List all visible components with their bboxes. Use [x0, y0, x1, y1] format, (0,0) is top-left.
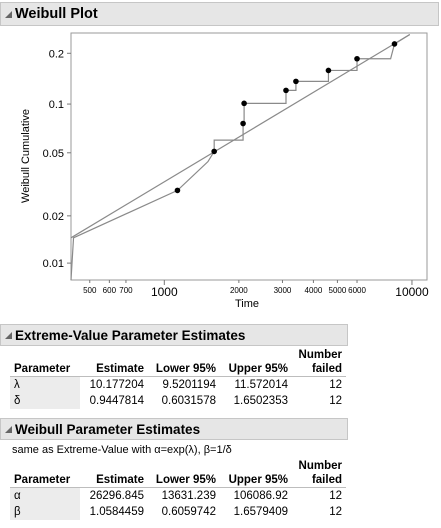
upper95-cell: 1.6502353: [233, 395, 288, 407]
lower95-cell: 13631.239: [161, 490, 216, 502]
ev-estimates-title: Extreme-Value Parameter Estimates: [15, 327, 246, 343]
estimate-cell: 1.0584459: [89, 506, 144, 518]
weibull-plot-header[interactable]: Weibull Plot: [0, 2, 439, 26]
x-tick-label: 500: [83, 286, 97, 295]
col-header: Parameter: [10, 348, 80, 377]
y-tick-label: 0.1: [49, 99, 64, 111]
wb-estimates-title: Weibull Parameter Estimates: [15, 421, 201, 437]
upper95-cell: 11.572014: [234, 379, 288, 391]
data-point: [391, 41, 398, 47]
lower95-cell: 0.6059742: [161, 506, 216, 518]
col-header: Number failed: [292, 459, 346, 488]
chart-points: [174, 41, 398, 194]
x-tick-label: 3000: [274, 286, 292, 295]
plot-frame: [70, 32, 428, 281]
fit-line: [70, 34, 411, 239]
table-row: δ 0.9447814 0.6031578 1.6502353 12: [10, 393, 346, 409]
col-header: Lower 95%: [148, 348, 220, 377]
ev-estimates-table: Parameter Estimate Lower 95% Upper 95% N…: [10, 348, 346, 409]
y-axis-label: Weibull Cumulative: [20, 109, 32, 203]
table-row: β 1.0584459 0.6059742 1.6579409 12: [10, 504, 346, 520]
col-header: Parameter: [10, 459, 80, 488]
data-point: [354, 55, 360, 62]
col-header: Upper 95%: [220, 459, 292, 488]
x-tick-label: 4000: [305, 286, 323, 295]
wb-estimates-header[interactable]: Weibull Parameter Estimates: [0, 418, 348, 440]
x-axis-label: Time: [235, 298, 259, 310]
col-header: Lower 95%: [148, 459, 220, 488]
estimate-cell: 10.177204: [89, 379, 144, 391]
disclosure-triangle-icon[interactable]: [1, 3, 15, 25]
x-axis: 500 600 700 2000 3000 4000 5000 6000 1000 10000: [83, 280, 429, 299]
empirical-step-line: [70, 34, 411, 281]
data-point: [174, 187, 181, 194]
col-header: Upper 95%: [220, 348, 292, 377]
col-header: Estimate: [80, 459, 148, 488]
table-row: α 26296.845 13631.239 106086.92 12: [10, 487, 346, 504]
x-tick-label: 600: [103, 286, 117, 295]
wb-estimates-table: Parameter Estimate Lower 95% Upper 95% N…: [10, 459, 346, 520]
nfailed-cell: 12: [329, 379, 342, 391]
disclosure-triangle-icon[interactable]: [1, 325, 15, 345]
data-point: [211, 148, 217, 155]
data-point: [241, 100, 247, 107]
upper95-cell: 106086.92: [233, 490, 288, 502]
x-tick-label: 10000: [395, 285, 429, 299]
chart-lines: [70, 34, 411, 281]
x-tick-label: 6000: [348, 286, 366, 295]
weibull-plot-title: Weibull Plot: [15, 6, 98, 22]
x-tick-label: 1000: [151, 285, 178, 299]
nfailed-cell: 12: [329, 490, 342, 502]
estimate-cell: 26296.845: [89, 490, 144, 502]
x-tick-label: 5000: [329, 286, 347, 295]
param-cell: α: [10, 487, 80, 504]
data-point: [293, 78, 299, 85]
x-tick-label: 2000: [230, 286, 248, 295]
table-row: λ 10.177204 9.5201194 11.572014 12: [10, 376, 346, 393]
data-point: [283, 87, 289, 94]
y-tick-label: 0.05: [43, 148, 64, 160]
param-cell: δ: [10, 393, 80, 409]
data-point: [325, 67, 332, 74]
upper95-cell: 1.6579409: [233, 506, 288, 518]
col-header: Estimate: [80, 348, 148, 377]
x-tick-label: 700: [119, 286, 133, 295]
param-cell: λ: [10, 376, 80, 393]
lower95-cell: 9.5201194: [162, 379, 216, 391]
data-point: [240, 120, 246, 127]
weibull-chart: 0.2 0.1 0.05 0.02 0.01 500 600 700 2000 3000 4000…: [20, 32, 429, 310]
col-header: Number failed: [292, 348, 346, 377]
y-tick-label: 0.2: [49, 48, 64, 60]
nfailed-cell: 12: [329, 395, 342, 407]
y-tick-label: 0.01: [43, 258, 64, 270]
lower95-cell: 0.6031578: [161, 395, 216, 407]
param-cell: β: [10, 504, 80, 520]
nfailed-cell: 12: [329, 506, 342, 518]
disclosure-triangle-icon[interactable]: [1, 419, 15, 439]
ev-estimates-header[interactable]: Extreme-Value Parameter Estimates: [0, 324, 348, 346]
wb-note: same as Extreme-Value with α=exp(λ), β=1…: [12, 444, 232, 456]
y-axis: 0.2 0.1 0.05 0.02 0.01: [43, 48, 71, 270]
estimate-cell: 0.9447814: [89, 395, 144, 407]
y-tick-label: 0.02: [43, 211, 64, 223]
